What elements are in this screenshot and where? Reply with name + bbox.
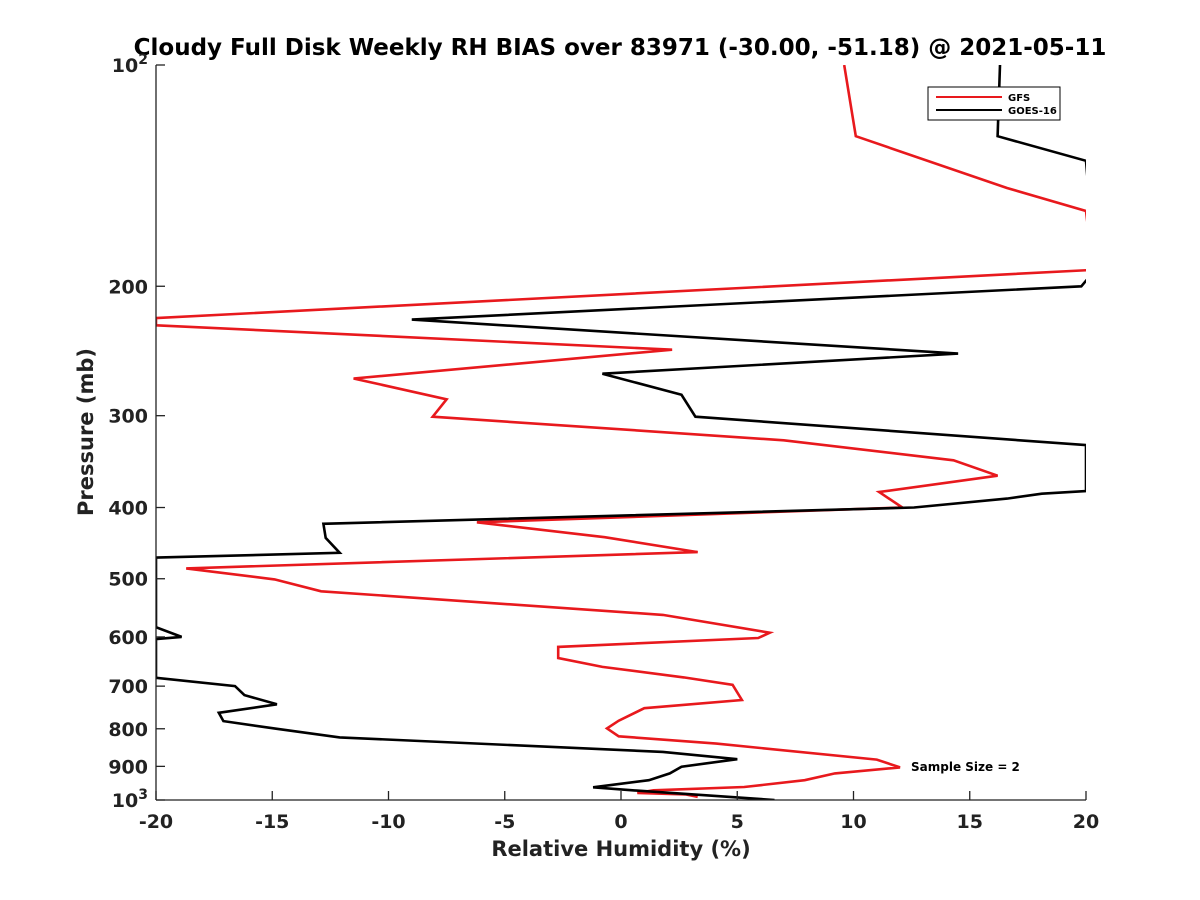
x-tick-label: -10	[371, 811, 405, 833]
y-tick-label: 700	[108, 676, 148, 698]
axes	[155, 65, 1086, 801]
x-tick-label: 5	[731, 811, 744, 833]
series-line-goes-16	[156, 65, 1086, 800]
legend-box	[927, 86, 1061, 121]
y-tick-label: 300	[108, 406, 148, 428]
y-tick-label: 102	[112, 52, 148, 77]
sample-size-annotation: Sample Size = 2	[911, 760, 1020, 774]
series-layer	[156, 65, 1086, 800]
legend-label-gfs: GFS	[1008, 93, 1030, 104]
x-tick-label: 15	[957, 811, 983, 833]
x-tick-label: -20	[139, 811, 173, 833]
y-tick-label: 103	[112, 787, 148, 812]
x-tick-label: -5	[494, 811, 515, 833]
legend: GFS GOES-16	[927, 86, 1061, 121]
x-tick-label: 20	[1073, 811, 1099, 833]
x-tick-label: 0	[614, 811, 627, 833]
x-tick-label: 10	[840, 811, 866, 833]
y-tick-label: 900	[108, 756, 148, 778]
chart-title: Cloudy Full Disk Weekly RH BIAS over 839…	[134, 35, 1107, 61]
y-tick-label: 200	[108, 276, 148, 298]
y-tick-label: 800	[108, 719, 148, 741]
x-tick-label: -15	[255, 811, 289, 833]
x-axis-label: Relative Humidity (%)	[491, 837, 750, 861]
series-line-gfs	[156, 65, 1086, 799]
y-axis-ticks: 102 200 300 400 500 600 700 800 900 103	[108, 52, 165, 812]
y-tick-label: 500	[108, 569, 148, 591]
y-tick-label: 400	[108, 498, 148, 520]
x-axis-ticks: -20 -15 -10 -5 0 5 10 15 20	[139, 791, 1099, 833]
y-tick-label: 600	[108, 627, 148, 649]
y-axis-label: Pressure (mb)	[74, 348, 98, 516]
legend-label-goes16: GOES-16	[1008, 106, 1057, 117]
